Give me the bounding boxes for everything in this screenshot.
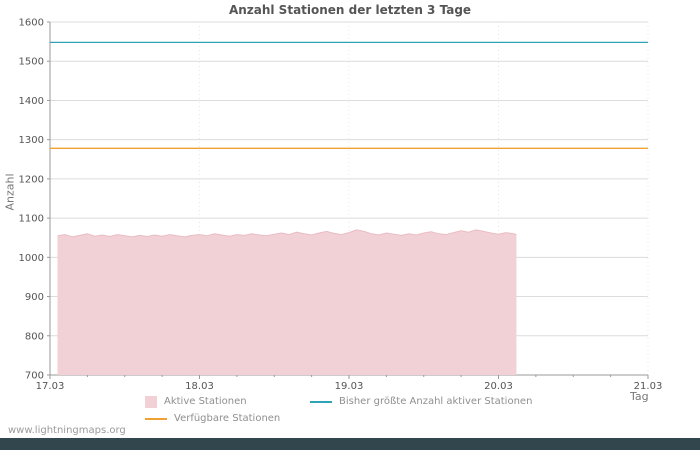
- svg-text:17.03: 17.03: [36, 381, 65, 392]
- available-stations-swatch: [145, 417, 167, 420]
- svg-text:800: 800: [25, 331, 44, 342]
- svg-text:20.03: 20.03: [484, 381, 513, 392]
- max-active-stations-swatch: [310, 400, 332, 403]
- active-stations-swatch: [145, 395, 157, 408]
- chart-legend: Aktive Stationen Bisher größte Anzahl ak…: [145, 393, 532, 427]
- legend-item-active-stations: Aktive Stationen: [145, 395, 310, 408]
- svg-text:1600: 1600: [19, 18, 44, 29]
- svg-text:19.03: 19.03: [335, 381, 364, 392]
- svg-text:21.03: 21.03: [634, 381, 663, 392]
- legend-label-available-stations: Verfügbare Stationen: [174, 413, 281, 424]
- x-axis-label: Tag: [630, 390, 649, 403]
- svg-text:1000: 1000: [19, 253, 44, 264]
- svg-text:18.03: 18.03: [185, 381, 214, 392]
- svg-text:1200: 1200: [19, 174, 44, 185]
- legend-item-max-active-stations: Bisher größte Anzahl aktiver Stationen: [310, 396, 532, 407]
- footer-link[interactable]: www.lightningmaps.org: [8, 425, 126, 436]
- legend-row: Verfügbare Stationen: [145, 410, 532, 427]
- chart-canvas: 700 800 900 1000 1100 1200 1300 1400 1500 1600 17.…: [19, 18, 663, 393]
- footer-bar: [0, 438, 700, 450]
- legend-item-available-stations: Verfügbare Stationen: [145, 413, 310, 424]
- svg-text:1400: 1400: [19, 96, 44, 107]
- chart-title: Anzahl Stationen der letzten 3 Tage: [228, 3, 472, 17]
- legend-label-active-stations: Aktive Stationen: [164, 396, 247, 407]
- y-axis-label: Anzahl: [3, 173, 17, 211]
- svg-text:900: 900: [25, 292, 44, 303]
- legend-label-max-active-stations: Bisher größte Anzahl aktiver Stationen: [339, 396, 533, 407]
- svg-text:1300: 1300: [19, 135, 44, 146]
- svg-text:1100: 1100: [19, 214, 44, 225]
- svg-text:700: 700: [25, 371, 44, 382]
- legend-row: Aktive Stationen Bisher größte Anzahl ak…: [145, 393, 532, 410]
- svg-text:1500: 1500: [19, 57, 44, 68]
